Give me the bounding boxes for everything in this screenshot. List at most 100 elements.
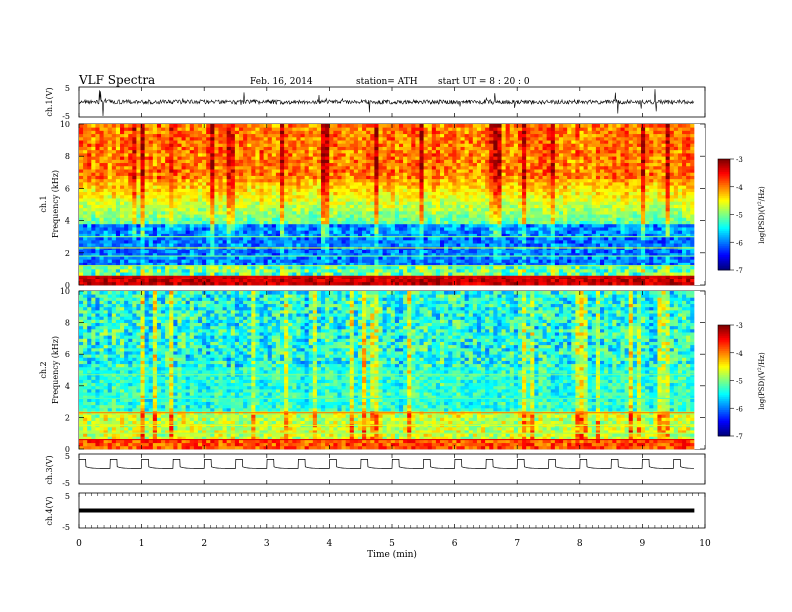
spectrogram-cell bbox=[148, 204, 154, 209]
spectrogram-cell bbox=[296, 124, 301, 128]
spectrogram-cell bbox=[259, 265, 265, 270]
spectrogram-cell bbox=[181, 178, 187, 183]
spectrogram-cell bbox=[238, 165, 244, 170]
spectrogram-cell bbox=[111, 159, 117, 164]
spectrogram-cell bbox=[140, 194, 146, 199]
spectrogram-cell bbox=[275, 204, 281, 209]
spectrogram-cell bbox=[386, 223, 392, 228]
spectrogram-cell bbox=[132, 220, 137, 225]
spectrogram-cell bbox=[316, 272, 322, 276]
spectrogram-cell bbox=[362, 127, 367, 131]
spectrogram-cell bbox=[91, 124, 96, 128]
spectrogram-cell bbox=[468, 214, 474, 218]
spectrogram-cell bbox=[251, 249, 256, 254]
spectrogram-cell bbox=[140, 204, 146, 209]
spectrogram-cell bbox=[485, 256, 490, 260]
spectrogram-cell bbox=[251, 252, 256, 257]
spectrogram-cell bbox=[448, 236, 453, 241]
spectrogram-cell bbox=[419, 210, 424, 215]
spectrogram-cell bbox=[382, 140, 388, 144]
spectrogram-cell bbox=[390, 217, 396, 221]
spectrogram-cell bbox=[115, 130, 121, 135]
spectrogram-cell bbox=[107, 133, 113, 138]
spectrogram-cell bbox=[419, 256, 424, 260]
spectrogram-cell bbox=[111, 272, 117, 276]
spectrogram-cell bbox=[423, 152, 429, 157]
spectrogram-cell bbox=[103, 191, 109, 196]
spectrogram-cell bbox=[464, 259, 470, 263]
spectrogram-cell bbox=[403, 214, 408, 218]
spectrogram-cell bbox=[390, 133, 396, 138]
spectrogram-cell bbox=[206, 188, 211, 193]
spectrogram-cell bbox=[234, 252, 240, 257]
spectrogram-cell bbox=[485, 268, 490, 273]
spectrogram-cell bbox=[115, 272, 121, 276]
spectrogram-cell bbox=[148, 130, 154, 135]
spectrogram-cell bbox=[189, 159, 195, 164]
spectrogram-cell bbox=[456, 281, 461, 286]
spectrogram-cell bbox=[468, 175, 474, 180]
spectrogram-cell bbox=[312, 217, 318, 221]
spectrogram-cell bbox=[464, 198, 470, 202]
spectrogram-cell bbox=[79, 201, 84, 205]
spectrogram-cell bbox=[124, 140, 129, 144]
spectrogram-cell bbox=[468, 223, 474, 228]
spectrogram-cell bbox=[111, 210, 117, 215]
spectrogram-cell bbox=[366, 194, 371, 199]
spectrogram-cell bbox=[357, 204, 363, 209]
spectrogram-cell bbox=[185, 227, 191, 231]
spectrogram-cell bbox=[111, 162, 117, 167]
spectrogram-cell bbox=[472, 217, 478, 221]
spectrogram-cell bbox=[95, 252, 100, 257]
spectrogram-cell bbox=[255, 259, 260, 263]
spectrogram-cell bbox=[308, 175, 314, 180]
spectrogram-cell bbox=[226, 133, 232, 138]
spectrogram-cell bbox=[271, 133, 277, 138]
spectrogram-cell bbox=[206, 156, 211, 160]
spectrogram-cell bbox=[83, 149, 88, 154]
spectrogram-cell bbox=[370, 217, 375, 221]
spectrogram-cell bbox=[230, 178, 236, 183]
spectrogram-cell bbox=[456, 239, 461, 244]
spectrogram-cell bbox=[329, 175, 334, 180]
spectrogram-cell bbox=[189, 165, 195, 170]
spectrogram-cell bbox=[181, 188, 187, 193]
spectrogram-cell bbox=[124, 185, 129, 189]
spectrogram-cell bbox=[95, 207, 100, 212]
spectrogram-cell bbox=[419, 281, 424, 286]
spectrogram-cell bbox=[259, 262, 265, 267]
spectrogram-cell bbox=[259, 140, 265, 144]
spectrogram-cell bbox=[189, 194, 195, 199]
spectrogram-cell bbox=[197, 233, 203, 238]
spectrogram-cell bbox=[284, 130, 289, 135]
spectrogram-cell bbox=[128, 249, 133, 254]
spectrogram-cell bbox=[214, 278, 219, 283]
spectrogram-cell bbox=[398, 268, 404, 273]
spectrogram-cell bbox=[366, 227, 371, 231]
spectrogram-cell bbox=[444, 130, 449, 135]
spectrogram-cell bbox=[435, 143, 441, 147]
spectrogram-cell bbox=[456, 152, 461, 157]
spectrogram-cell bbox=[83, 239, 88, 244]
spectrogram-cell bbox=[185, 140, 191, 144]
spectrogram-cell bbox=[468, 194, 474, 199]
spectrogram-cell bbox=[333, 217, 338, 221]
spectrogram-cell bbox=[230, 146, 236, 151]
spectrogram-cell bbox=[263, 230, 269, 234]
spectrogram-cell bbox=[230, 207, 236, 212]
spectrogram-cell bbox=[247, 239, 252, 244]
spectrogram-cell bbox=[390, 210, 396, 215]
spectrogram-cell bbox=[193, 181, 199, 186]
spectrogram-cell bbox=[411, 227, 416, 231]
spectrogram-cell bbox=[87, 140, 92, 144]
spectrogram-cell bbox=[456, 130, 461, 135]
spectrogram-cell bbox=[247, 214, 252, 218]
spectrogram-cell bbox=[79, 146, 84, 151]
spectrogram-cell bbox=[403, 156, 408, 160]
spectrogram-cell bbox=[329, 124, 334, 128]
spectrogram-cell bbox=[435, 210, 441, 215]
spectrogram-cell bbox=[349, 185, 355, 189]
spectrogram-cell bbox=[124, 233, 129, 238]
spectrogram-cell bbox=[284, 159, 289, 164]
spectrogram-cell bbox=[202, 165, 207, 170]
